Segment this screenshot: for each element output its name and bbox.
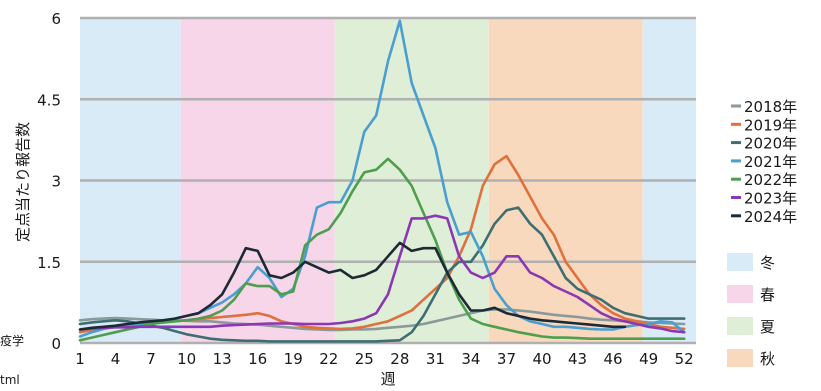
legend-label: 2019年 (744, 116, 797, 134)
edge-text-bottom: tml (0, 373, 20, 387)
x-axis-ticks: 1 4 7 10 13 16 19 22 25 28 31 34 37 40 43 46 49 52 (75, 350, 693, 368)
x-tick-label: 31 (426, 350, 445, 368)
y-tick-label: 0 (51, 335, 61, 353)
x-tick-label: 37 (497, 350, 516, 368)
x-tick-label: 46 (604, 350, 623, 368)
series-line (78, 214, 686, 334)
legend-label: 2018年 (744, 98, 797, 116)
x-tick-label: 40 (532, 350, 551, 368)
x-tick-label: 34 (461, 350, 480, 368)
season-legend-label: 秋 (760, 350, 775, 368)
x-tick-label: 19 (284, 350, 303, 368)
x-tick-label: 7 (146, 350, 156, 368)
legend-label: 2024年 (744, 208, 797, 226)
season-legend-label: 冬 (760, 254, 775, 272)
legend-label: 2022年 (744, 171, 797, 189)
series-line (78, 157, 686, 342)
y-tick-label: 4.5 (37, 91, 61, 109)
season-legend-label: 春 (760, 286, 775, 304)
season-legend-swatch (727, 285, 753, 303)
x-tick-label: 13 (213, 350, 232, 368)
y-tick-label: 1.5 (37, 254, 61, 272)
x-axis-title: 週 (380, 370, 395, 388)
x-tick-label: 28 (390, 350, 409, 368)
season-legend-label: 夏 (760, 318, 775, 336)
season-legend-swatch (727, 317, 753, 335)
x-tick-label: 1 (75, 350, 85, 368)
legend-label: 2021年 (744, 153, 797, 171)
gridlines (80, 16, 696, 345)
x-tick-label: 49 (639, 350, 658, 368)
series-line (78, 206, 686, 343)
edge-text-top: 疫学 (0, 333, 24, 348)
y-axis-ticks: 0 1.5 3 4.5 6 (37, 10, 61, 353)
y-axis-title: 定点当たり報告数 (14, 122, 32, 242)
x-tick-label: 52 (675, 350, 694, 368)
legend-label: 2023年 (744, 190, 797, 208)
legend-label: 2020年 (744, 135, 797, 153)
y-tick-label: 6 (51, 10, 61, 28)
x-tick-label: 25 (355, 350, 374, 368)
season-legend-swatch (727, 253, 753, 271)
season-legend-swatch (727, 349, 753, 367)
series-lines (78, 19, 686, 343)
x-tick-label: 4 (111, 350, 121, 368)
x-tick-label: 22 (319, 350, 338, 368)
x-tick-label: 16 (248, 350, 267, 368)
y-tick-label: 3 (51, 173, 61, 191)
x-tick-label: 10 (177, 350, 196, 368)
series-line (78, 241, 627, 331)
x-tick-label: 43 (568, 350, 587, 368)
